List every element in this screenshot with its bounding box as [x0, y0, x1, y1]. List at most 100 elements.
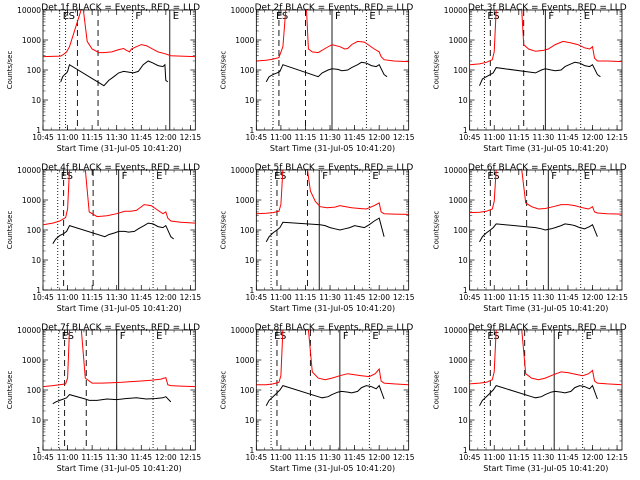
x-axis-label: Start Time (31-Jul-05 10:41:20): [57, 304, 182, 313]
annotation-f: F: [548, 11, 554, 22]
panel-det-7: Det 7f BLACK = Events, RED = LLD 1 10 100 10…: [6, 323, 201, 473]
series-events-line: [479, 61, 601, 86]
annotation-s: S: [280, 331, 286, 342]
x-tick-label: 11:30: [319, 133, 341, 142]
y-tick-label: 100: [27, 66, 42, 75]
series-lld-line: [43, 330, 196, 388]
y-tick-label: 10000: [17, 326, 41, 335]
panel-det-5: Det 5f BLACK = Events, RED = LLD 1 10 100 10…: [219, 163, 414, 313]
series-lld-line: [256, 170, 409, 215]
y-tick-label: 10: [31, 256, 41, 265]
x-axis-label: Start Time (31-Jul-05 10:41:20): [57, 464, 182, 473]
x-axis-label: Start Time (31-Jul-05 10:41:20): [483, 464, 608, 473]
x-tick-label: 11:00: [483, 133, 505, 142]
y-tick-label: 100: [27, 386, 42, 395]
x-tick-label: 12:15: [180, 293, 202, 302]
y-tick-label: 1: [463, 446, 468, 455]
y-tick-label: 1: [250, 126, 255, 135]
y-tick-label: 1000: [22, 36, 41, 45]
plot-frame: [255, 329, 410, 451]
y-tick-label: 1000: [235, 196, 254, 205]
annotation-e: E: [61, 171, 67, 182]
x-tick-label: 10:45: [459, 453, 481, 462]
x-tick-label: 11:00: [483, 453, 505, 462]
plot-frame: [42, 169, 196, 291]
x-tick-label: 12:15: [393, 293, 415, 302]
y-tick-label: 100: [453, 226, 468, 235]
series-lld-line: [43, 10, 196, 58]
x-tick-label: 11:00: [483, 293, 505, 302]
panel-det-8: Det 8f BLACK = Events, RED = LLD 1 10 100 10…: [219, 323, 414, 473]
y-axis-label: Counts/sec: [433, 211, 441, 250]
x-axis-label: Start Time (31-Jul-05 10:41:20): [483, 304, 608, 313]
x-tick-label: 11:15: [295, 133, 317, 142]
x-tick-label: 12:00: [582, 293, 604, 302]
y-tick-label: 100: [240, 66, 255, 75]
x-tick-label: 11:45: [344, 293, 366, 302]
x-tick-label: 10:45: [459, 293, 481, 302]
series-lld-line: [43, 170, 196, 226]
x-axis-label: Start Time (31-Jul-05 10:41:20): [483, 144, 608, 153]
panel-title: Det 1f BLACK = Events, RED = LLD: [41, 3, 200, 13]
y-tick-label: 10: [458, 256, 468, 265]
y-tick-label: 1000: [22, 356, 41, 365]
y-axis-label: Counts/sec: [6, 371, 14, 410]
y-tick-label: 1: [250, 446, 255, 455]
plot-frame: [469, 9, 623, 131]
series-events-line: [479, 223, 598, 243]
x-tick-label: 10:45: [32, 293, 54, 302]
annotation-f: F: [120, 331, 126, 342]
y-tick-label: 10: [31, 416, 41, 425]
annotation-e: E: [372, 171, 378, 182]
x-tick-label: 12:00: [155, 133, 177, 142]
annotation-e: E: [274, 171, 280, 182]
y-axis-label: Counts/sec: [433, 371, 441, 410]
x-axis-label: Start Time (31-Jul-05 10:41:20): [270, 144, 395, 153]
x-tick-label: 11:45: [130, 133, 152, 142]
x-tick-label: 11:15: [81, 133, 103, 142]
annotation-f: F: [551, 171, 557, 182]
x-tick-label: 12:15: [180, 453, 202, 462]
plot-frame: [255, 169, 410, 291]
y-axis-label: Counts/sec: [219, 51, 227, 90]
y-tick-label: 100: [453, 386, 468, 395]
x-tick-label: 11:30: [319, 293, 341, 302]
panel-title: Det 3f BLACK = Events, RED = LLD: [468, 3, 627, 13]
annotation-e: E: [586, 331, 592, 342]
y-axis-label: Counts/sec: [219, 211, 227, 250]
y-tick-label: 10000: [230, 326, 254, 335]
panel-det-4: Det 4f BLACK = Events, RED = LLD 1 10 100 10…: [6, 163, 201, 313]
y-tick-label: 1: [36, 126, 41, 135]
x-tick-label: 12:15: [606, 453, 628, 462]
y-axis-label: Counts/sec: [433, 51, 441, 90]
x-tick-label: 11:45: [557, 293, 579, 302]
x-tick-label: 12:15: [606, 133, 628, 142]
y-tick-label: 10000: [230, 166, 254, 175]
y-axis-label: Counts/sec: [219, 371, 227, 410]
annotation-e: E: [173, 11, 179, 22]
y-tick-label: 10000: [230, 6, 254, 15]
x-tick-label: 11:15: [295, 293, 317, 302]
x-tick-label: 12:00: [582, 133, 604, 142]
x-tick-label: 11:30: [533, 453, 555, 462]
series-lld-line: [469, 10, 622, 66]
panel-det-2: Det 2f BLACK = Events, RED = LLD 1 10 100 10…: [219, 3, 414, 153]
y-tick-label: 10000: [17, 6, 41, 15]
x-tick-label: 11:30: [533, 133, 555, 142]
annotation-e: E: [584, 11, 590, 22]
x-tick-label: 11:00: [270, 453, 292, 462]
series-lld-line: [469, 330, 622, 386]
series-events-line: [52, 394, 172, 405]
series-lld-line: [469, 170, 622, 215]
x-tick-label: 11:45: [344, 133, 366, 142]
x-tick-label: 11:45: [557, 133, 579, 142]
panel-title: Det 2f BLACK = Events, RED = LLD: [255, 3, 414, 13]
x-tick-label: 10:45: [246, 133, 268, 142]
y-tick-label: 1000: [449, 196, 468, 205]
y-tick-label: 1: [36, 286, 41, 295]
x-tick-label: 12:00: [368, 133, 390, 142]
x-tick-label: 11:15: [81, 453, 103, 462]
x-tick-label: 11:15: [508, 133, 530, 142]
x-tick-label: 11:45: [130, 293, 152, 302]
annotation-e: E: [156, 171, 162, 182]
